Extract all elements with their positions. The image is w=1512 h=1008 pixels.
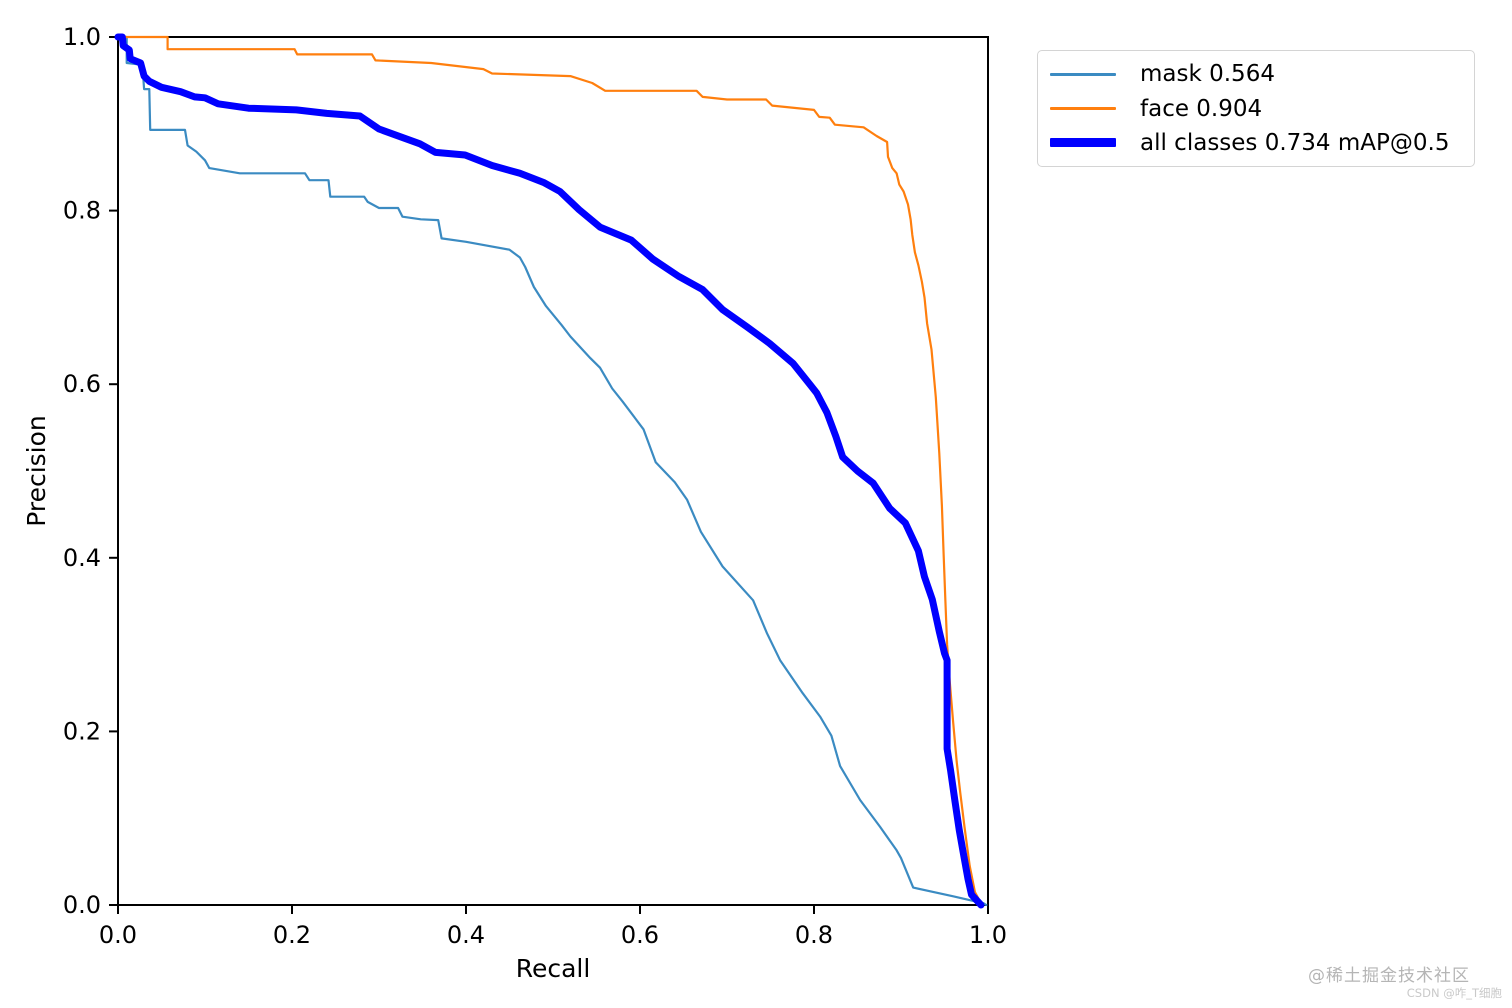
- y-tick-label: 0.8: [63, 197, 101, 225]
- face-line-swatch: [1050, 107, 1116, 110]
- x-tick-label: 0.4: [447, 921, 485, 949]
- legend-label-all-classes: all classes 0.734 mAP@0.5: [1140, 129, 1450, 156]
- y-tick-label: 0.4: [63, 544, 101, 572]
- all-classes-line-swatch: [1050, 138, 1116, 148]
- x-tick-label: 0.6: [621, 921, 659, 949]
- mask-line-swatch: [1050, 72, 1116, 76]
- y-tick-label: 1.0: [63, 23, 101, 51]
- face-curve: [116, 35, 984, 907]
- mask-curve: [116, 35, 988, 907]
- legend-label-face: face 0.904: [1140, 95, 1263, 122]
- x-tick-label: 1.0: [969, 921, 1007, 949]
- legend-item-mask: mask 0.564: [1038, 61, 1474, 87]
- x-tick-label: 0.2: [273, 921, 311, 949]
- legend-item-all-classes: all classes 0.734 mAP@0.5: [1038, 130, 1474, 156]
- plot-content: 0.0 0.2 0.4 0.6 0.8 1.0 0.0 0.2 0.4 0.6 0.8 1.0: [63, 23, 1007, 949]
- y-axis-label: Precision: [22, 415, 51, 527]
- legend-label-mask: mask 0.564: [1140, 61, 1275, 88]
- chart-legend: mask 0.564 face 0.904 all classes 0.734 …: [1037, 50, 1475, 167]
- x-tick-label: 0.8: [795, 921, 833, 949]
- legend-item-face: face 0.904: [1038, 96, 1474, 122]
- y-tick-label: 0.6: [63, 370, 101, 398]
- x-axis-label: Recall: [516, 954, 591, 983]
- y-tick-label: 0.0: [63, 891, 101, 919]
- juejin-watermark: @稀土掘金技术社区: [1308, 966, 1470, 986]
- all-classes-curve: [114, 33, 985, 909]
- y-tick-label: 0.2: [63, 717, 101, 745]
- csdn-watermark: CSDN @咋_T细胞: [1406, 986, 1502, 1000]
- x-tick-label: 0.0: [99, 921, 137, 949]
- plot-border: [117, 36, 989, 906]
